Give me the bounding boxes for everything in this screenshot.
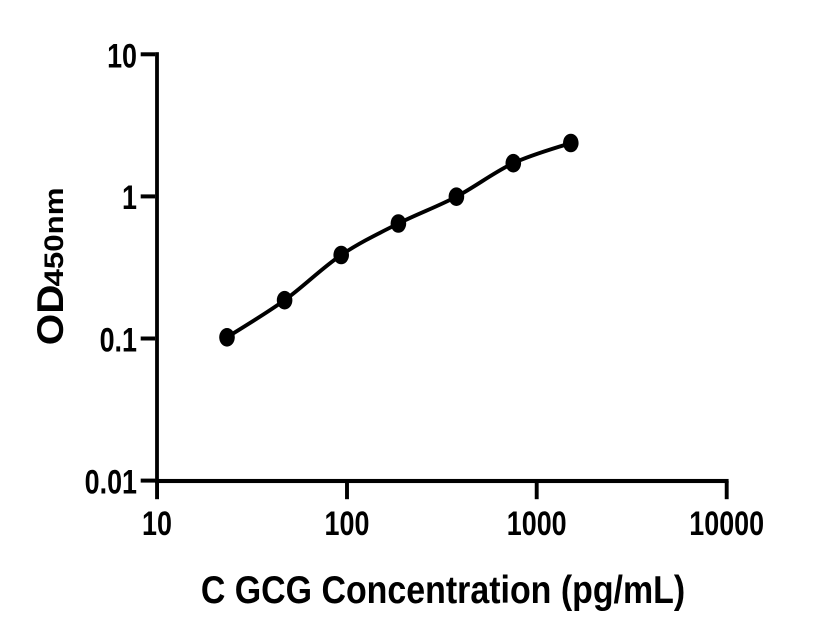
- svg-text:10: 10: [142, 504, 172, 543]
- svg-text:450nm: 450nm: [40, 187, 69, 286]
- svg-text:1: 1: [122, 178, 137, 217]
- svg-text:0.1: 0.1: [100, 320, 137, 359]
- svg-text:10000: 10000: [689, 504, 764, 543]
- svg-text:10: 10: [107, 36, 137, 75]
- svg-text:1000: 1000: [507, 504, 567, 543]
- svg-text:0.01: 0.01: [85, 462, 137, 501]
- svg-text:C GCG Concentration (pg/mL): C GCG Concentration (pg/mL): [201, 568, 685, 612]
- svg-text:OD: OD: [30, 285, 71, 346]
- svg-text:100: 100: [325, 504, 370, 543]
